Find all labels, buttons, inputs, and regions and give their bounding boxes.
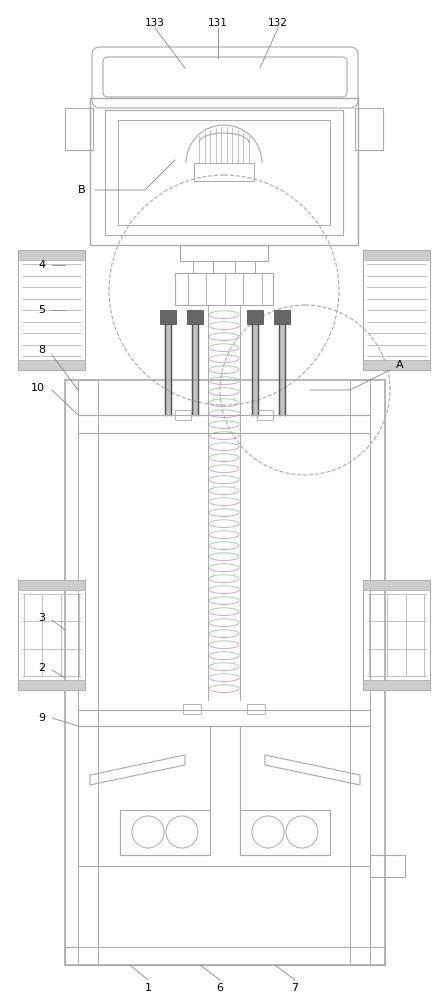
Bar xyxy=(363,360,430,370)
Text: 133: 133 xyxy=(145,18,165,28)
Bar xyxy=(194,163,254,181)
Bar xyxy=(363,250,430,260)
Text: 132: 132 xyxy=(268,18,288,28)
Bar xyxy=(65,108,93,150)
Bar xyxy=(18,250,85,370)
Text: 9: 9 xyxy=(39,713,46,723)
Bar xyxy=(193,261,213,273)
Text: 6: 6 xyxy=(217,983,224,993)
Bar xyxy=(78,380,98,965)
Text: 8: 8 xyxy=(39,345,46,355)
Bar xyxy=(235,261,255,273)
Bar xyxy=(78,710,370,726)
Bar xyxy=(350,380,370,965)
Text: 1: 1 xyxy=(144,983,152,993)
Bar xyxy=(247,310,263,324)
Bar xyxy=(175,273,273,305)
Text: 131: 131 xyxy=(208,18,228,28)
Bar xyxy=(257,410,273,420)
Bar xyxy=(370,855,405,877)
Text: 7: 7 xyxy=(291,983,299,993)
Text: 2: 2 xyxy=(39,663,46,673)
Bar xyxy=(18,580,85,690)
Text: B: B xyxy=(78,185,86,195)
Text: 10: 10 xyxy=(31,383,45,393)
Text: 4: 4 xyxy=(39,260,46,270)
Text: 3: 3 xyxy=(39,613,46,623)
Bar xyxy=(240,810,330,855)
Bar xyxy=(78,726,370,866)
Bar xyxy=(65,380,385,965)
Bar xyxy=(118,120,330,225)
Text: 5: 5 xyxy=(39,305,46,315)
Bar xyxy=(18,360,85,370)
Bar xyxy=(363,580,430,590)
Bar xyxy=(90,98,358,245)
Bar xyxy=(120,810,210,855)
Bar xyxy=(363,250,430,370)
Bar xyxy=(363,580,430,690)
Bar xyxy=(355,108,383,150)
Bar xyxy=(247,704,265,714)
Bar xyxy=(78,415,370,433)
Bar xyxy=(183,704,201,714)
Bar xyxy=(180,245,268,261)
Bar xyxy=(18,580,85,590)
Bar xyxy=(65,947,385,965)
Bar xyxy=(18,250,85,260)
Bar xyxy=(18,680,85,690)
Bar xyxy=(187,310,203,324)
Bar xyxy=(160,310,176,324)
Bar xyxy=(274,310,290,324)
Text: A: A xyxy=(396,360,404,370)
Bar xyxy=(363,680,430,690)
Bar xyxy=(175,410,191,420)
Bar xyxy=(105,110,343,235)
